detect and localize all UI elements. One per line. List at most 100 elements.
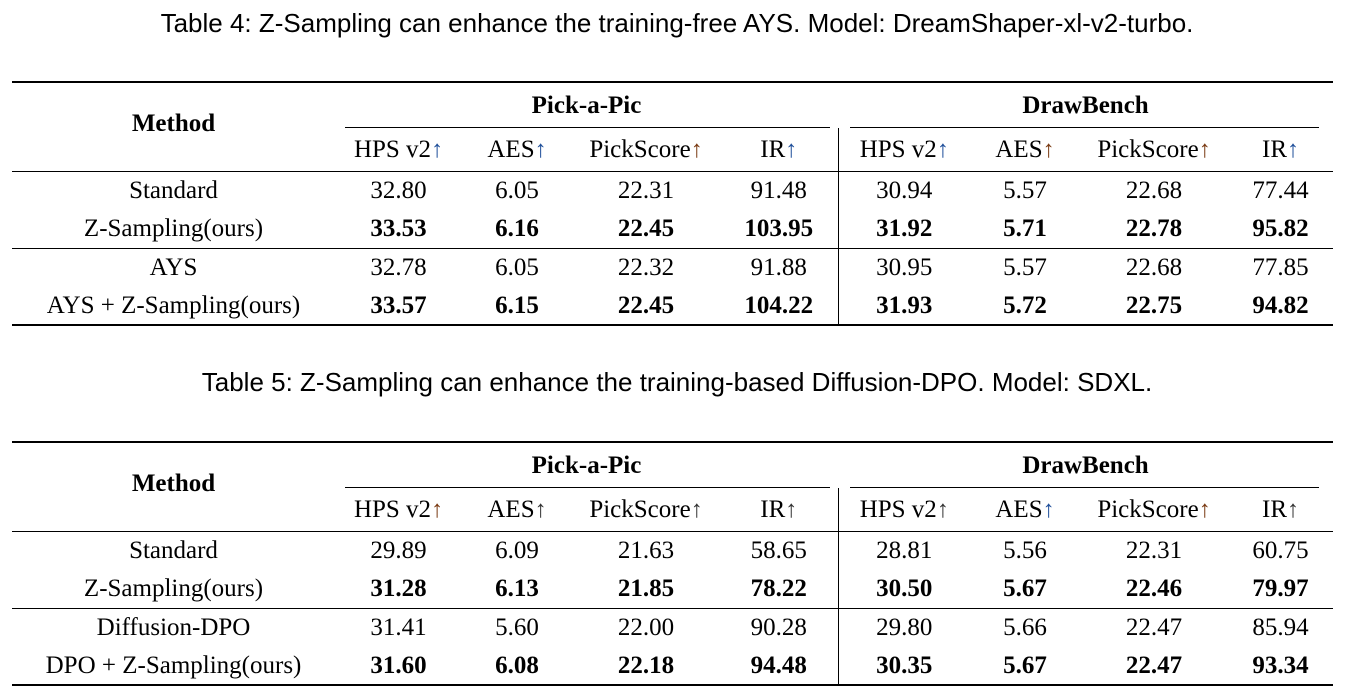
value-cell: 94.48 <box>720 646 838 686</box>
metric-header: AES↑ <box>995 135 1055 163</box>
value-cell: 6.15 <box>462 286 572 326</box>
value-cell: 22.47 <box>1080 607 1228 646</box>
up-arrow-icon: ↑ <box>534 136 547 163</box>
value-cell: 28.81 <box>837 530 970 569</box>
value-cell: 22.31 <box>1080 530 1228 569</box>
value-cell: 30.35 <box>837 646 970 686</box>
value-cell: 22.45 <box>617 214 675 242</box>
header-row-groups: Method Pick-a-Pic DrawBench <box>12 81 1334 171</box>
value-cell: 6.09 <box>462 530 572 569</box>
method-cell: DPO + Z-Sampling(ours) <box>12 646 335 686</box>
table-row: Diffusion-DPO 31.41 5.60 22.00 90.28 29.80 5.6… <box>12 607 1334 646</box>
value-cell: 6.08 <box>462 646 572 686</box>
method-cell: Standard <box>12 530 335 569</box>
value-cell: 104.22 <box>720 286 838 326</box>
value-cell: 103.95 <box>744 214 814 242</box>
table-row: Standard 29.89 6.09 21.63 58.65 28.81 5.56 22.3… <box>12 530 1334 569</box>
value-cell: 95.82 <box>1252 214 1309 242</box>
value-cell: 77.85 <box>1228 247 1334 286</box>
value-cell: 22.47 <box>1080 646 1228 686</box>
value-cell: 33.53 <box>370 214 427 242</box>
metric-header: AES↑ <box>487 135 547 163</box>
method-header: Method <box>12 441 335 531</box>
results-table: Method Pick-a-Pic DrawBench HPS v2↑ AES↑ Pick… <box>12 441 1334 686</box>
method-cell: Diffusion-DPO <box>12 607 335 646</box>
method-cell: Standard <box>12 170 335 209</box>
value-cell: 22.68 <box>1080 247 1228 286</box>
up-arrow-icon: ↑ <box>431 496 444 523</box>
value-cell: 77.44 <box>1228 170 1334 209</box>
value-cell: 21.85 <box>617 574 675 602</box>
value-cell: 30.94 <box>837 170 970 209</box>
value-cell: 29.89 <box>335 530 462 569</box>
value-cell: 5.56 <box>970 530 1080 569</box>
metric-header: IR↑ <box>760 495 798 523</box>
table-row: AYS + Z-Sampling(ours) 33.57 6.15 22.45 104.… <box>12 286 1334 326</box>
metric-header: IR↑ <box>760 135 798 163</box>
value-cell: 6.16 <box>495 214 539 242</box>
value-cell: 5.72 <box>970 286 1080 326</box>
group-header: DrawBench <box>838 441 1334 488</box>
value-cell: 31.60 <box>335 646 462 686</box>
up-arrow-icon: ↑ <box>1287 136 1299 163</box>
up-arrow-icon: ↑ <box>431 136 444 163</box>
metric-header: AES↑ <box>487 495 547 523</box>
up-arrow-icon: ↑ <box>1287 496 1299 523</box>
value-cell: 21.63 <box>572 530 720 569</box>
value-cell: 5.60 <box>462 607 572 646</box>
value-cell: 5.67 <box>1003 574 1047 602</box>
up-arrow-icon: ↑ <box>690 136 703 163</box>
value-cell: 33.57 <box>335 286 462 326</box>
value-cell: 22.00 <box>572 607 720 646</box>
table-row: DPO + Z-Sampling(ours) 31.60 6.08 22.18 94.4… <box>12 646 1334 686</box>
up-arrow-icon: ↑ <box>1198 496 1211 523</box>
table-caption: Table 4: Z-Sampling can enhance the trai… <box>160 8 1194 38</box>
value-cell: 93.34 <box>1228 646 1334 686</box>
up-arrow-icon: ↑ <box>1042 496 1055 523</box>
value-cell: 5.57 <box>970 170 1080 209</box>
value-cell: 31.41 <box>335 607 462 646</box>
metric-header: HPS v2↑ <box>353 135 444 163</box>
value-cell: 60.75 <box>1228 530 1334 569</box>
metric-header: PickScore↑ <box>589 495 703 523</box>
method-cell: Z-Sampling(ours) <box>83 214 264 242</box>
value-cell: 79.97 <box>1252 574 1309 602</box>
value-cell: 22.32 <box>572 247 720 286</box>
value-cell: 22.45 <box>572 286 720 326</box>
metric-header: HPS v2↑ <box>837 488 970 531</box>
header-row-metrics: HPS v2↑ AES↑ PickScore↑ IR↑ HPS v2↑ AES↑ PickS… <box>12 128 1333 171</box>
group-header: DrawBench <box>838 81 1334 128</box>
value-cell: 29.80 <box>837 607 970 646</box>
table-row: AYS 32.78 6.05 22.32 91.88 30.95 5.57 22.68 77.8… <box>12 247 1334 286</box>
value-cell: 6.05 <box>462 247 572 286</box>
value-cell: 22.46 <box>1125 574 1183 602</box>
value-cell: 31.92 <box>837 209 970 248</box>
value-cell: 90.28 <box>720 607 838 646</box>
value-cell: 31.93 <box>837 286 970 326</box>
table-row: Z-Sampling(ours) 31.28 6.13 21.85 78.22 30.50… <box>12 569 1333 608</box>
method-cell: Z-Sampling(ours) <box>83 574 264 602</box>
method-cell: AYS + Z-Sampling(ours) <box>12 286 335 326</box>
metric-header: IR↑ <box>1262 495 1299 523</box>
header-row-groups: Method Pick-a-Pic DrawBench <box>12 441 1334 531</box>
metric-header: PickScore↑ <box>1097 495 1211 523</box>
table-caption: Table 5: Z-Sampling can enhance the trai… <box>201 367 1153 397</box>
up-arrow-icon: ↑ <box>1198 136 1211 163</box>
up-arrow-icon: ↑ <box>785 496 798 523</box>
metric-header: IR↑ <box>1262 135 1299 163</box>
value-cell: 32.78 <box>335 247 462 286</box>
value-cell: 22.31 <box>572 170 720 209</box>
value-cell: 5.67 <box>970 646 1080 686</box>
value-cell: 30.50 <box>837 569 970 608</box>
value-cell: 6.05 <box>462 170 572 209</box>
method-header: Method <box>12 81 335 171</box>
value-cell: 78.22 <box>750 574 807 602</box>
value-cell: 5.71 <box>1003 214 1047 242</box>
up-arrow-icon: ↑ <box>936 136 949 163</box>
value-cell: 85.94 <box>1228 607 1334 646</box>
metric-header: AES↑ <box>995 495 1055 523</box>
value-cell: 22.78 <box>1125 214 1183 242</box>
value-cell: 22.75 <box>1080 286 1228 326</box>
results-table: Method Pick-a-Pic DrawBench HPS v2↑ AES↑ Pick… <box>12 81 1334 326</box>
metric-header: HPS v2↑ <box>353 495 444 523</box>
